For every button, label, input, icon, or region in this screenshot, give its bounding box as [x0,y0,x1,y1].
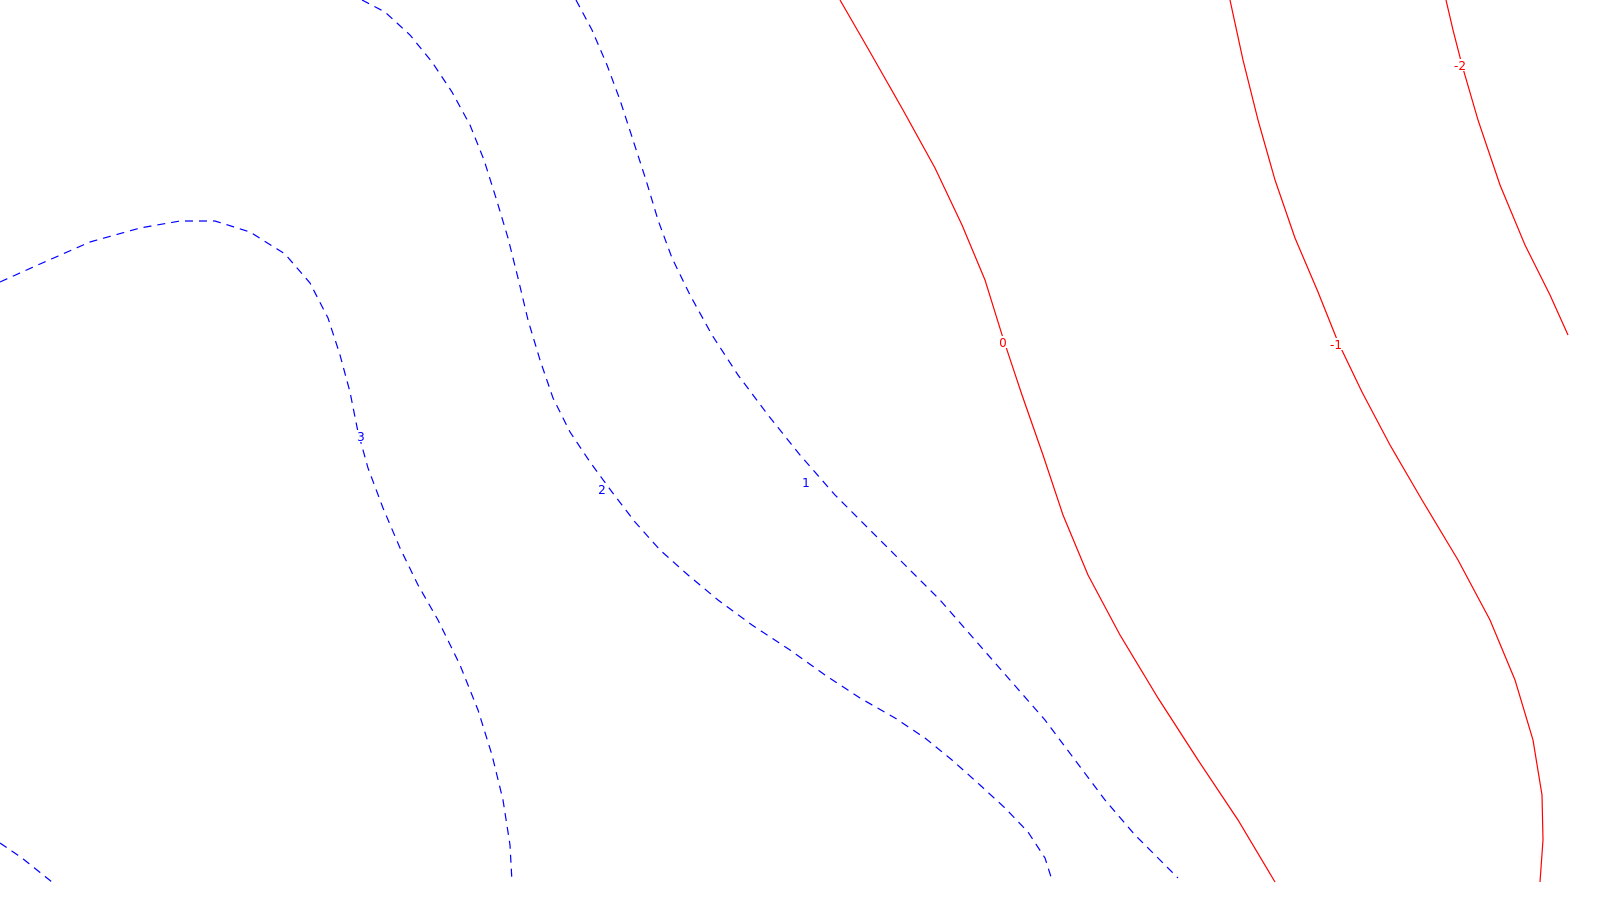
contour-label-bg-0 [998,336,1008,348]
contour-label-neg1: -1 [1330,338,1342,352]
contour-lines [0,0,1569,883]
contour-line-neg2 [1445,0,1569,336]
contour-line-2 [361,0,1053,881]
contour-label-2: 2 [598,483,606,497]
contour-label-0: 0 [999,336,1007,350]
contour-line-3-2 [0,842,53,883]
contour-line-0 [839,0,1276,883]
contour-label-3: 3 [357,430,365,444]
contour-label-bg-2 [597,483,607,495]
contour-label-bg-3 [356,430,366,442]
contour-label-bg-neg1 [1328,338,1344,350]
contour-label-bg-1 [801,476,811,488]
contour-label-neg2: -2 [1454,59,1466,73]
contour-label-1: 1 [802,476,810,490]
contour-line-3-1 [0,220,513,883]
contour-line-neg1 [1229,0,1544,883]
contour-label-bg-neg2 [1452,59,1468,71]
contour-line-1 [575,0,1179,879]
contour-labels: 3 2 1 0 -1 -2 [356,59,1468,497]
